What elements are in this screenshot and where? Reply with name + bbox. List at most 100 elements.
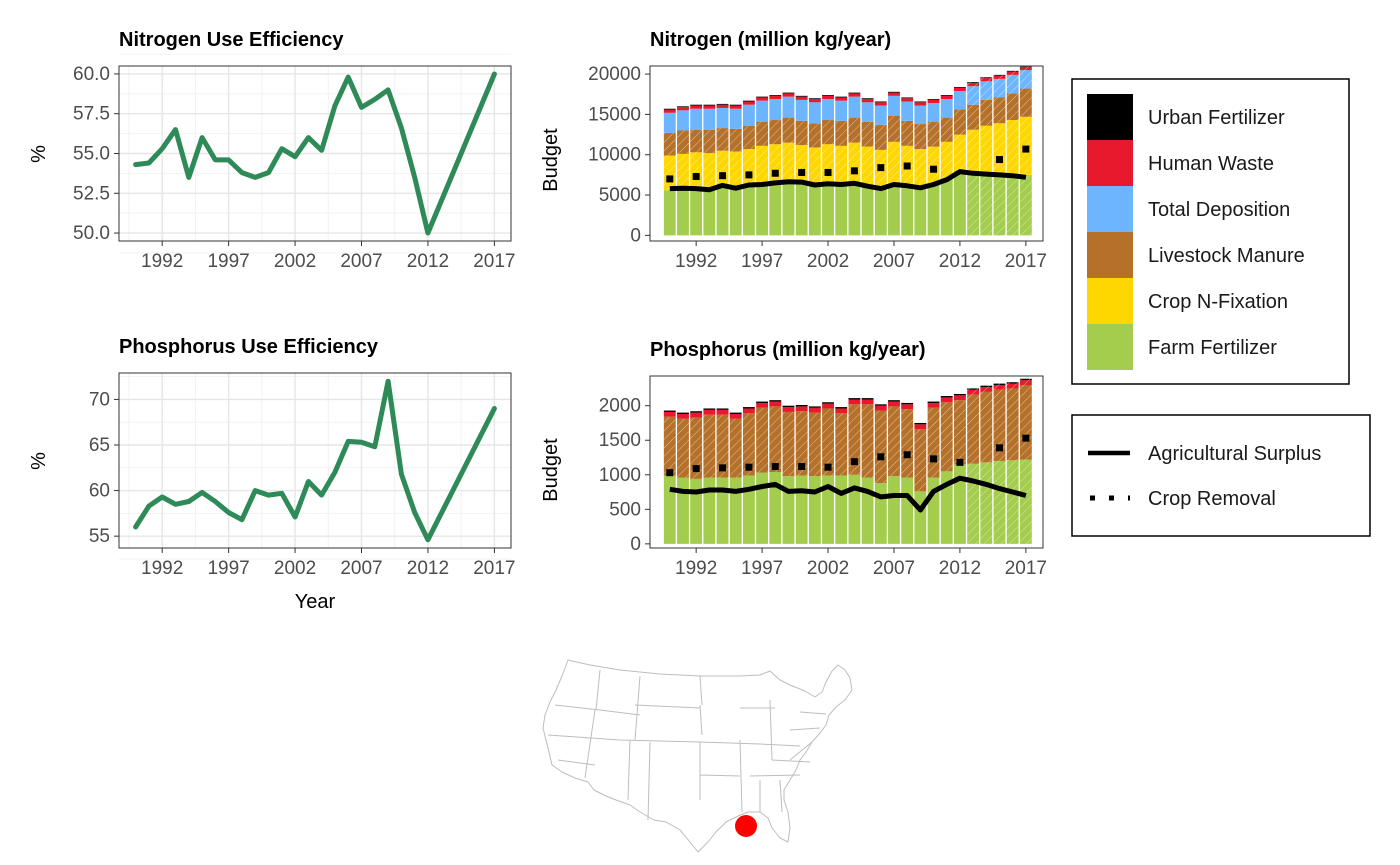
nbudget-bar-human-waste: [756, 97, 769, 101]
pbudget-border: [649, 375, 1044, 549]
nbudget-bar-total-deposition: [729, 108, 742, 129]
pbudget-bar-farm-fertilizer: [808, 476, 821, 544]
pbudget-bar-urban-fertilizer: [716, 408, 729, 410]
nbudget-bar-human-waste: [782, 93, 795, 97]
pbudget-bar-urban-fertilizer: [927, 401, 940, 403]
nbudget-removal-point: [903, 162, 911, 170]
nbudget-bar-total-deposition: [782, 96, 795, 118]
nbudget-bar-hatch: [835, 120, 848, 146]
nbudget-bar-urban-fertilizer: [703, 104, 716, 106]
legend-label: Livestock Manure: [1148, 245, 1305, 267]
nbudget-bar-hatch: [967, 82, 980, 83]
nbudget-bar-urban-fertilizer: [901, 97, 914, 99]
nbudget-bar-hatch: [980, 125, 993, 173]
nbudget-bar-farm-fertilizer: [690, 187, 703, 236]
pbudget-bar-hatch: [967, 394, 980, 464]
nbudget-removal-point: [930, 165, 938, 173]
nbudget-bar-total-deposition: [835, 100, 848, 121]
nbudget-bar-urban-fertilizer: [835, 96, 848, 98]
pbudget-bar-hatch: [742, 413, 755, 476]
pbudget-bar-human-waste: [848, 399, 861, 405]
pbudget-bar-hatch: [980, 462, 993, 544]
pbudget-bar-human-waste: [716, 409, 729, 415]
nbudget-xtick-label: 1992: [675, 251, 717, 272]
nbudget-bar-total-deposition: [953, 91, 966, 110]
pbudget-bar-urban-fertilizer: [690, 411, 703, 413]
nbudget-bar-urban-fertilizer: [756, 96, 769, 98]
nbudget-bar-farm-fertilizer: [822, 182, 834, 236]
pue-grid: [119, 373, 511, 560]
pbudget-bar-hatch: [967, 463, 980, 544]
nbudget-bar-hatch: [993, 173, 1006, 236]
pbudget-bar-hatch: [980, 391, 993, 463]
nbudget-bar-total-deposition: [795, 99, 808, 121]
pbudget-bar-human-waste: [901, 404, 914, 410]
pbudget-removal-point: [1022, 434, 1030, 442]
nbudget-bar-human-waste: [927, 99, 940, 104]
nbudget-bar-hatch: [848, 117, 861, 143]
nbudget-bar-total-deposition: [888, 95, 900, 116]
nbudget-xtick-label: 1997: [741, 251, 783, 272]
nbudget-bar-hatch: [703, 153, 716, 190]
pbudget-xtick-label: 1997: [741, 558, 783, 579]
nbudget-bar-hatch: [940, 117, 953, 142]
pbudget-bar-hatch: [980, 387, 993, 392]
pbudget-title: Phosphorus (million kg/year): [650, 339, 926, 361]
nbudget-removal-point: [824, 168, 832, 176]
nbudget-bar-human-waste: [808, 99, 821, 103]
nbudget-bar-total-deposition: [677, 110, 689, 131]
legend-key-farm-fertilizer: [1087, 324, 1133, 370]
pbudget-removal-point: [824, 463, 832, 471]
nbudget-removal-point: [1022, 145, 1030, 153]
pbudget-bar-hatch: [874, 410, 887, 484]
nbudget-bar-farm-fertilizer: [861, 186, 874, 236]
pbudget-bar-urban-fertilizer: [901, 402, 914, 405]
pbudget-bar-urban-fertilizer: [835, 407, 848, 409]
pbudget-bar-hatch: [1019, 378, 1032, 381]
nbudget-bar-hatch: [822, 120, 834, 145]
nbudget-removal-point: [692, 172, 700, 180]
pbudget-removal-point: [745, 463, 753, 471]
nbudget-bar-farm-fertilizer: [914, 186, 927, 236]
legend-key-livestock-manure: [1087, 232, 1133, 278]
pbudget-bar-urban-fertilizer: [663, 410, 676, 412]
nbudget-bar-hatch: [914, 149, 927, 187]
pbudget-xtick-label: 2007: [873, 558, 915, 579]
pbudget-bar-urban-fertilizer: [782, 405, 795, 408]
nbudget-ticks: 1992 1997 2002 2007 2012 2017 0 5000 10000 15000 2…: [588, 64, 1047, 272]
nbudget-title: Nitrogen (million kg/year): [650, 29, 891, 51]
pbudget-xtick-label: 2002: [807, 558, 849, 579]
nbudget-bar-hatch: [1006, 74, 1019, 94]
pbudget-bar-hatch: [953, 400, 966, 465]
pbudget-bar-hatch: [716, 414, 729, 478]
nue-xtick-label: 2007: [340, 251, 382, 272]
pbudget-bar-hatch: [940, 402, 953, 472]
nbudget-bar-total-deposition: [756, 100, 769, 122]
pbudget-bar-farm-fertilizer: [716, 477, 729, 544]
nbudget-bar-human-waste: [874, 102, 887, 106]
nue-ytick-label: 50.0: [73, 223, 110, 244]
nbudget-bar-hatch: [993, 123, 1006, 174]
nbudget-bar-total-deposition: [914, 105, 927, 125]
pue-xtick-label: 2012: [407, 558, 449, 579]
pbudget-removal-point: [798, 462, 806, 470]
pbudget-bar-urban-fertilizer: [888, 400, 900, 402]
nbudget-bar-farm-fertilizer: [901, 184, 914, 236]
nbudget-ytick-label: 5000: [599, 185, 641, 206]
nbudget-bar-human-waste: [835, 97, 848, 101]
nue-ytick-label: 57.5: [73, 104, 110, 125]
line-legend: Agricultural Surplus Crop Removal: [1071, 414, 1371, 537]
pbudget-bar-hatch: [795, 411, 808, 476]
nue-series-line: [133, 71, 497, 236]
pue-border: [118, 372, 512, 549]
nbudget-bar-hatch: [729, 151, 742, 188]
nbudget-bar-hatch: [861, 121, 874, 147]
nbudget-bar-human-waste: [769, 95, 782, 100]
pbudget-removal-point: [850, 458, 858, 466]
nbudget-bar-total-deposition: [769, 99, 782, 121]
pbudget-bar-urban-fertilizer: [914, 422, 927, 425]
nbudget-bar-total-deposition: [822, 99, 834, 121]
pue-ytick-label: 65: [89, 435, 110, 456]
pbudget-bar-urban-fertilizer: [940, 396, 953, 398]
